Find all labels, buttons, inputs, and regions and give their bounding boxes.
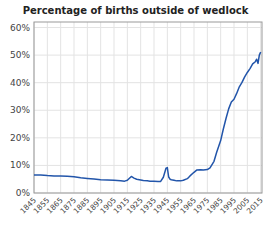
y-grid-line [34,82,262,83]
y-tick-label: 60% [10,23,30,33]
chart: 0%10%20%30%40%50%60%18451855186518751885… [0,0,271,225]
x-grid-line [87,22,88,193]
y-grid-line [34,165,262,166]
x-grid-line [60,22,61,193]
y-tick-label: 10% [10,160,30,170]
grid [34,22,262,193]
y-grid-line [34,27,262,28]
x-grid-line [74,22,75,193]
line [34,52,261,181]
y-tick-label: 0% [16,188,31,198]
x-grid-line [247,22,248,193]
x-grid-line [127,22,128,193]
title: Percentage of births outside of wedlock [23,5,249,16]
x-grid-line [140,22,141,193]
x-grid-line [154,22,155,193]
y-tick-label: 40% [10,78,30,88]
x-grid-line [220,22,221,193]
plot-area [34,22,262,193]
x-grid-line [234,22,235,193]
y-tick-label: 20% [10,133,30,143]
x-grid-line [114,22,115,193]
x-grid-line [260,22,261,193]
y-grid-line [34,137,262,138]
x-tick-label: 2015 [245,196,265,216]
x-grid-line [207,22,208,193]
axes: 0%10%20%30%40%50%60%18451855186518751885… [10,22,265,216]
plot-frame [34,22,262,193]
x-grid-line [100,22,101,193]
x-grid-line [194,22,195,193]
y-tick-label: 50% [10,50,30,60]
x-grid-line [47,22,48,193]
series [34,52,261,181]
y-tick-label: 30% [10,105,30,115]
y-grid-line [34,55,262,56]
x-grid-line [180,22,181,193]
